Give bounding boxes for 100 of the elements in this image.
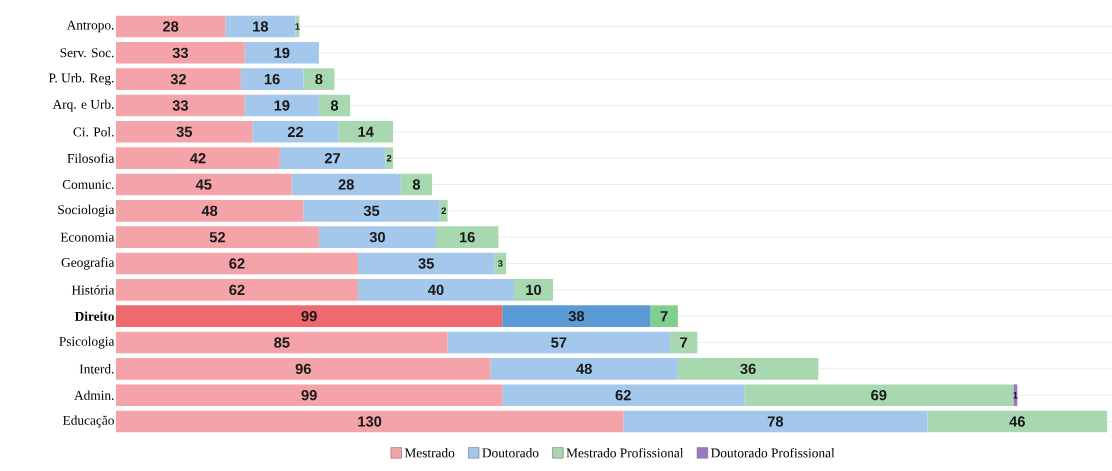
bar [338, 121, 394, 143]
data-label: 57 [551, 337, 567, 348]
data-label: 32 [170, 74, 187, 85]
bar [116, 279, 358, 301]
data-label: 30 [369, 232, 385, 243]
y-tick-label: Antropo. [66, 20, 114, 33]
data-label: 85 [274, 337, 290, 348]
data-label: 78 [767, 416, 784, 427]
bar [116, 305, 503, 328]
bar [116, 252, 358, 275]
data-label: 19 [274, 47, 290, 59]
data-label: 28 [338, 179, 354, 190]
data-label: 8 [315, 74, 323, 85]
bar [677, 358, 819, 380]
bar [291, 173, 401, 196]
bar [494, 252, 507, 275]
data-label: 48 [576, 363, 592, 375]
data-label: 1 [1013, 392, 1018, 399]
data-label: 18 [253, 21, 269, 32]
data-label: 33 [172, 100, 189, 111]
data-label: 10 [526, 284, 542, 296]
bar [357, 279, 514, 301]
data-label: 40 [428, 284, 444, 296]
bar [252, 121, 339, 143]
data-label: 8 [412, 179, 421, 190]
data-label: 52 [209, 232, 226, 243]
data-label: 35 [176, 126, 193, 138]
bar [116, 410, 624, 433]
data-label: 46 [1009, 416, 1025, 427]
data-label: 62 [615, 390, 631, 401]
data-label: 3 [497, 260, 503, 267]
data-label: 96 [295, 363, 311, 375]
bar [116, 147, 280, 170]
data-label: 99 [301, 390, 317, 401]
bar [650, 305, 678, 328]
bar [240, 68, 304, 91]
legend-label: Mestrado [404, 448, 455, 458]
data-label: 130 [358, 416, 382, 427]
data-label: 19 [274, 100, 290, 111]
data-label: 99 [301, 311, 317, 322]
y-tick-label: Serv. Soc. [60, 48, 114, 58]
data-label: 28 [162, 21, 179, 32]
y-tick-label: História [71, 285, 115, 295]
bar [303, 200, 440, 222]
data-label: 45 [195, 179, 212, 190]
bar [116, 42, 245, 64]
bar [116, 94, 245, 117]
y-tick-label: Economia [60, 232, 115, 242]
bar [357, 252, 495, 275]
bar [400, 173, 433, 196]
data-label: 16 [459, 232, 475, 243]
bar [116, 358, 491, 380]
bar [318, 94, 351, 117]
bar [116, 384, 503, 407]
y-tick-label: Filosofia [67, 153, 115, 164]
data-label: 42 [190, 153, 206, 164]
bar [244, 42, 319, 64]
data-label: 48 [201, 205, 218, 217]
y-tick-label: Comunic. [62, 180, 114, 190]
data-label: 62 [229, 284, 245, 296]
y-tick-label: Geografia [61, 257, 115, 270]
data-label: 69 [871, 390, 887, 401]
data-label: 2 [441, 207, 446, 215]
bar [116, 15, 226, 38]
bar [447, 331, 671, 354]
data-label: 7 [660, 311, 668, 322]
legend-label: Doutorado Profissional [711, 448, 835, 458]
data-label: 7 [680, 337, 688, 348]
y-tick-label: Ci. Pol. [73, 127, 114, 137]
y-tick-label: Sociologia [58, 204, 115, 218]
bar [502, 384, 745, 407]
bar [744, 384, 1014, 407]
bar [116, 226, 319, 249]
bar [385, 147, 394, 170]
bar [225, 15, 296, 38]
data-label: 27 [324, 153, 341, 164]
bar [116, 200, 304, 222]
data-label: 36 [740, 363, 756, 375]
bar [623, 410, 928, 433]
bar [318, 226, 436, 249]
y-tick-label: Psicologia [59, 336, 115, 349]
bar [116, 331, 448, 354]
bar [513, 279, 554, 301]
data-label: 1 [295, 23, 300, 30]
bar [490, 358, 678, 380]
data-label: 62 [229, 258, 245, 269]
y-tick-label: Educação [62, 415, 114, 428]
bar [244, 94, 319, 117]
y-tick-label: P. Urb. Reg. [48, 73, 114, 86]
bar [116, 121, 253, 143]
y-tick-label: Interd. [79, 364, 114, 374]
bar [435, 226, 499, 249]
data-label: 22 [287, 126, 304, 138]
bar [1013, 384, 1018, 407]
y-tick-label: Direito [74, 311, 114, 322]
bar [439, 200, 448, 222]
y-tick-label: Admin. [74, 390, 114, 401]
data-label: 35 [418, 258, 434, 269]
data-label: 8 [330, 100, 339, 111]
data-label: 16 [264, 74, 280, 85]
